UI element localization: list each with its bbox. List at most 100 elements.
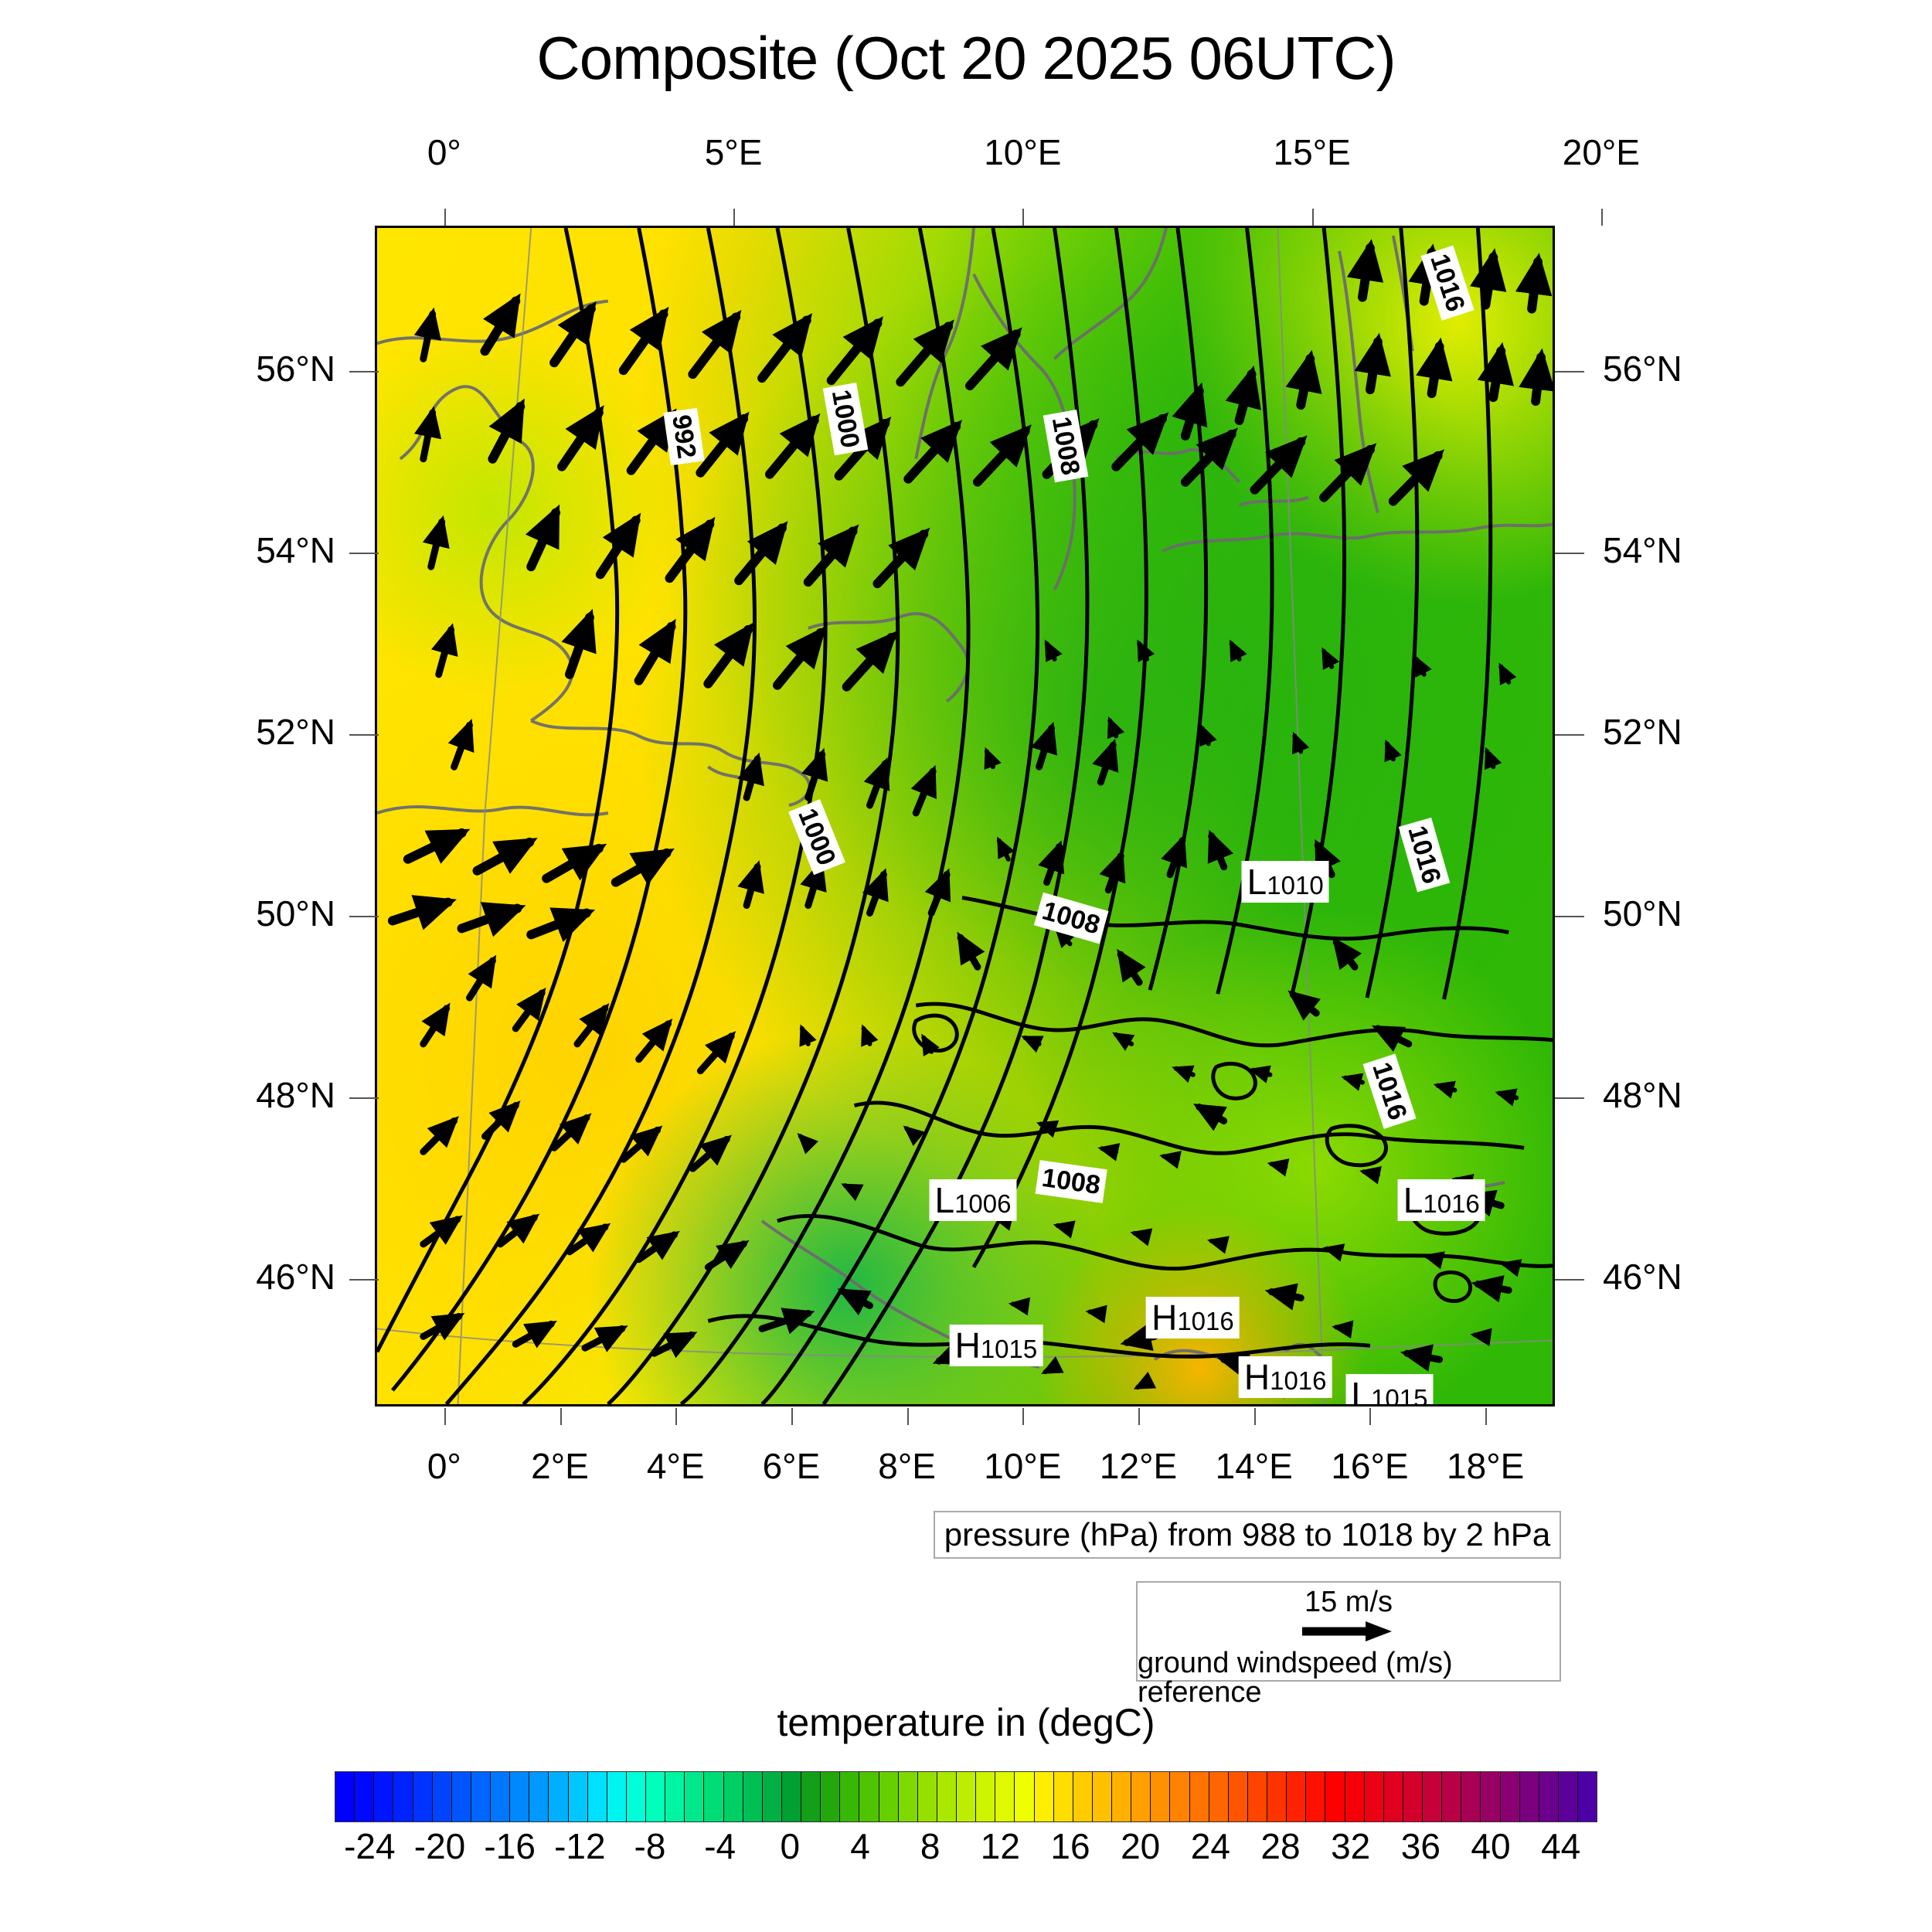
pressure-legend-text: pressure (hPa) from 988 to 1018 by 2 hPa [944,1516,1551,1553]
high-pressure-marker: H1015 [949,1324,1043,1366]
colorbar-tick-label: -4 [704,1826,736,1866]
right-axis-tick-label: 54°N [1603,530,1682,571]
colorbar-tick-labels: -24 -20 -16 -12 -8 -4 0 4 8 12 16 20 24 28 32 36 40 44 [335,1825,1596,1879]
bottom-axis-tick-mark [1369,1408,1372,1425]
low-pressure-marker: L1006 [929,1179,1017,1221]
temperature-colorbar[interactable] [335,1771,1597,1822]
bottom-axis-tick-label: 6°E [762,1446,821,1486]
contour-label: 992 [663,408,705,466]
colorbar-tick-label: 0 [780,1826,801,1866]
bottom-axis-tick-label: 4°E [646,1446,705,1486]
colorbar-cell [471,1772,491,1821]
colorbar-tick-label: 28 [1260,1826,1301,1866]
bottom-axis-tick-mark [1138,1408,1141,1425]
colorbar-cell [1325,1772,1345,1821]
left-axis-tick-label: 48°N [256,1075,335,1116]
pressure-legend-box: pressure (hPa) from 988 to 1018 by 2 hPa [934,1511,1561,1559]
top-axis-tick-mark [444,209,446,226]
colorbar-cell [917,1772,937,1821]
pressure-center-value: 1015 [980,1334,1038,1363]
colorbar-cell [1461,1772,1481,1821]
colorbar-cell [1539,1772,1559,1821]
left-axis-tick-mark [349,734,379,736]
colorbar-cell [1500,1772,1520,1821]
pressure-center-type: L [934,1179,955,1220]
left-axis-tick-label: 52°N [256,712,335,753]
colorbar-cell [976,1772,996,1821]
wind-reference-caption: ground windspeed (m/s) reference [1138,1647,1453,1709]
right-axis-tick-mark [1555,1279,1584,1281]
top-axis-tick-label: 20°E [1562,132,1640,172]
right-axis-tick-label: 56°N [1603,349,1682,389]
colorbar-cell [549,1772,569,1821]
colorbar-cell [1015,1772,1035,1821]
colorbar-cell [413,1772,433,1821]
right-axis-tick-label: 48°N [1603,1075,1682,1116]
bottom-axis-tick-label: 2°E [531,1446,589,1486]
colorbar-cell [1364,1772,1384,1821]
bottom-axis-tick-mark [444,1408,446,1425]
colorbar-tick-label: 36 [1400,1826,1440,1866]
colorbar-cell [879,1772,899,1821]
pressure-center-value: 1006 [954,1189,1012,1218]
left-axis-tick-label: 56°N [256,349,335,389]
colorbar-cell [1073,1772,1093,1821]
colorbar-cell [859,1772,879,1821]
right-axis-tick-mark [1555,1097,1584,1100]
left-axis-tick-mark [349,1097,379,1100]
bottom-axis-tick-mark [675,1408,678,1425]
colorbar-cell [1403,1772,1423,1821]
colorbar-cell [451,1772,471,1821]
bottom-axis-tick-label: 16°E [1331,1446,1409,1486]
colorbar-cell [510,1772,530,1821]
colorbar-cell [1151,1772,1171,1821]
colorbar-cell [1423,1772,1443,1821]
colorbar-cell [840,1772,860,1821]
colorbar-tick-label: 24 [1190,1826,1230,1866]
colorbar-cell [374,1772,394,1821]
low-pressure-marker: L1016 [1397,1179,1485,1221]
colorbar-cell [355,1772,375,1821]
colorbar-tick-label: 16 [1050,1826,1090,1866]
colorbar-tick-label: 40 [1471,1826,1511,1866]
colorbar-cell [704,1772,724,1821]
low-pressure-marker: L1015 [1345,1374,1434,1404]
top-axis-tick-label: 5°E [704,132,763,172]
bottom-axis-tick-label: 12°E [1099,1446,1178,1486]
map-plot-area[interactable]: 992 1000 1008 1016 1000 1008 1016 1016 1008 L101… [375,226,1555,1406]
right-latitude-axis: 56°N 54°N 52°N 50°N 48°N 46°N [1555,226,1733,1406]
right-axis-tick-mark [1555,553,1584,555]
colorbar-cell [587,1772,607,1821]
colorbar-cell [1053,1772,1073,1821]
colorbar-cell [957,1772,977,1821]
colorbar-tick-label: -16 [484,1826,536,1866]
colorbar-cell [491,1772,511,1821]
bottom-axis-tick-label: 8°E [878,1446,936,1486]
colorbar-tick-label: 44 [1541,1826,1581,1866]
colorbar-cell [1170,1772,1190,1821]
top-axis-tick-mark [1022,209,1025,226]
colorbar-cell [821,1772,841,1821]
bottom-axis-tick-label: 10°E [984,1446,1062,1486]
colorbar-cell [1481,1772,1501,1821]
colorbar-cell [723,1772,743,1821]
colorbar-cell [335,1772,355,1821]
colorbar-cell [393,1772,413,1821]
bottom-axis-tick-mark [1253,1408,1256,1425]
colorbar-tick-label: 32 [1331,1826,1371,1866]
bottom-longitude-axis: 0° 2°E 4°E 6°E 8°E 10°E 12°E 14°E 16°E 18°E [375,1408,1555,1501]
top-axis-tick-label: 10°E [984,132,1062,172]
top-axis-tick-mark [733,209,736,226]
pressure-center-type: H [1151,1298,1178,1338]
bottom-axis-tick-mark [560,1408,562,1425]
colorbar-cell [685,1772,705,1821]
colorbar-cell [1558,1772,1578,1821]
left-axis-tick-label: 46°N [256,1257,335,1298]
colorbar-cell [1209,1772,1229,1821]
left-axis-tick-mark [349,553,379,555]
top-axis-tick-mark [1311,209,1314,226]
wind-reference-legend-box: 15 m/s ground windspeed (m/s) reference [1136,1581,1561,1707]
pressure-center-value: 1016 [1423,1189,1480,1218]
colorbar-cell [898,1772,918,1821]
colorbar-cell [1267,1772,1287,1821]
